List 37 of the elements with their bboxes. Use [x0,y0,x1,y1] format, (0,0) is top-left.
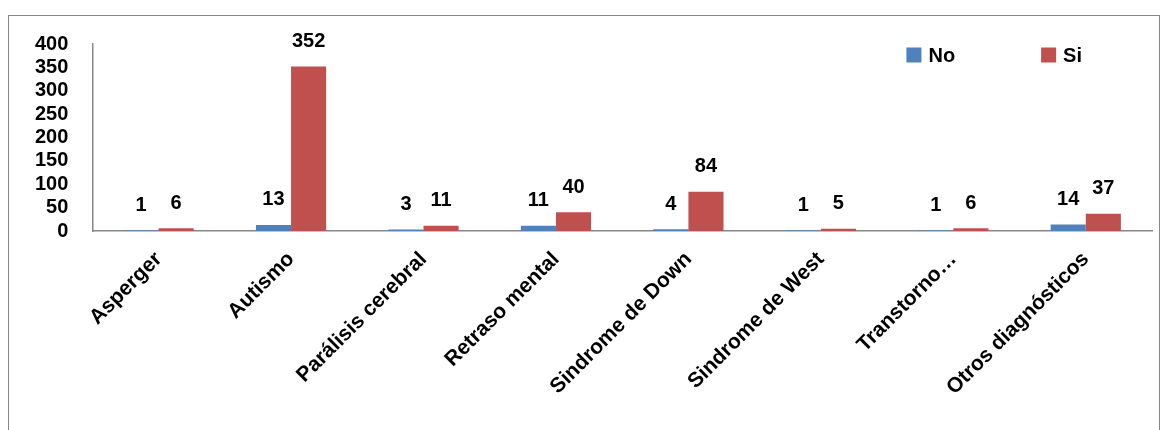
data-label: 4 [665,191,678,214]
y-tick-label: 300 [34,78,69,101]
y-tick-label: 350 [34,54,69,77]
bar [520,225,556,231]
data-label: 352 [291,28,326,51]
data-label: 40 [562,174,585,197]
data-label: 14 [1057,186,1081,209]
y-tick-label: 250 [34,101,69,124]
bar [255,224,292,231]
data-label: 84 [694,154,718,177]
y-tick-label: 50 [46,195,69,218]
data-label: 1 [135,193,147,216]
y-tick-label: 200 [34,125,69,148]
data-label: 11 [430,188,452,211]
bar [1050,224,1086,231]
data-label: 37 [1092,176,1115,199]
data-label: 6 [170,190,182,213]
y-tick-label: 0 [57,218,69,241]
legend-label: Si [1063,43,1083,66]
bar [423,225,459,231]
data-label: 3 [400,192,412,215]
y-tick-label: 150 [34,148,69,171]
data-label: 13 [262,187,285,210]
data-label: 11 [527,188,549,211]
y-tick-label: 400 [34,31,69,54]
y-tick-label: 100 [34,171,69,194]
data-label: 5 [832,191,844,214]
bar [953,228,989,231]
bar [555,212,592,231]
bar [688,191,724,231]
bar [291,66,327,231]
data-label: 6 [965,190,977,213]
data-label: 1 [797,193,809,216]
data-label: 1 [930,193,942,216]
bar [158,228,194,231]
bar [1085,213,1121,231]
legend-label: No [928,43,956,66]
